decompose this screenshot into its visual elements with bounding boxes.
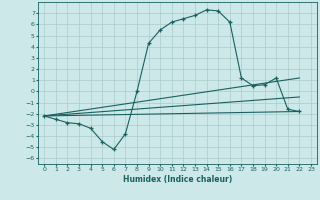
X-axis label: Humidex (Indice chaleur): Humidex (Indice chaleur) bbox=[123, 175, 232, 184]
